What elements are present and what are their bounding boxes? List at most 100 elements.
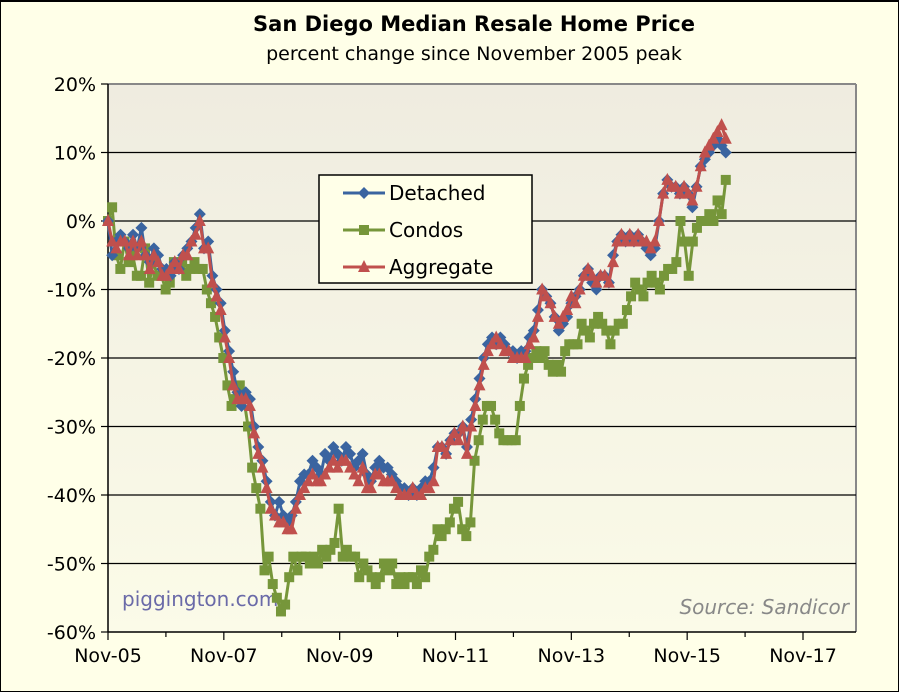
data-point-triangle [268, 508, 281, 521]
data-point-triangle [531, 309, 544, 322]
data-point-square [444, 517, 455, 528]
data-point-triangle [715, 118, 728, 131]
data-point-square [378, 558, 389, 569]
data-point-square [712, 195, 723, 206]
data-point-square [490, 414, 501, 425]
data-point-square [399, 579, 410, 590]
data-point-square [469, 455, 480, 466]
data-point-square [593, 311, 604, 322]
data-point-triangle [686, 193, 699, 206]
data-point-triangle [602, 275, 615, 288]
y-axis: 20% 10% 0% -10% -20% -30% -40% -50% -60% [47, 74, 109, 644]
data-point-triangle [652, 214, 665, 226]
data-point-triangle [561, 303, 574, 316]
source-note: Source: Sandicor [679, 595, 850, 619]
data-point-square [700, 216, 711, 226]
data-point-square [325, 544, 336, 555]
data-point-square [634, 284, 645, 295]
data-point-square [551, 359, 562, 370]
data-point-triangle [289, 501, 302, 514]
data-point-triangle [469, 398, 482, 411]
data-point-triangle [390, 481, 403, 494]
legend-label: Detached [389, 181, 485, 205]
data-point-triangle [698, 145, 711, 158]
data-point-triangle [306, 467, 319, 480]
data-point-square [691, 222, 702, 233]
data-point-triangle [648, 234, 661, 247]
data-point-square [440, 524, 451, 535]
data-point-triangle [435, 440, 448, 453]
data-point-triangle [465, 419, 478, 432]
data-point-triangle [611, 234, 624, 247]
legend-item-aggregate: Aggregate [343, 255, 493, 279]
data-point-square [391, 579, 402, 590]
data-point-square [716, 209, 727, 220]
data-point-square [626, 291, 637, 302]
data-point-triangle [494, 337, 507, 350]
data-point-triangle [118, 234, 131, 247]
data-point-square [222, 380, 233, 391]
x-tick-label: Nov-15 [653, 645, 721, 667]
data-point-square [448, 503, 459, 514]
data-point-square [580, 325, 591, 336]
data-point-square [584, 332, 595, 343]
data-point-triangle [569, 296, 582, 309]
data-point-triangle [527, 330, 540, 343]
legend: Detached Condos Aggregate [318, 174, 533, 284]
data-point-square [263, 551, 274, 562]
data-point-square [473, 435, 484, 446]
data-point-square [267, 579, 278, 590]
data-point-square [630, 277, 641, 288]
data-point-triangle [577, 268, 590, 281]
data-point-triangle [627, 234, 640, 247]
data-point-square [667, 263, 678, 274]
series-aggregate [102, 118, 732, 535]
data-point-triangle [239, 392, 252, 405]
data-point-square [539, 346, 550, 357]
data-point-square [646, 270, 657, 281]
data-point-triangle [586, 268, 599, 281]
data-point-triangle [327, 453, 340, 466]
data-point-square [683, 270, 694, 281]
data-point-triangle [519, 351, 532, 363]
data-point-square [234, 380, 245, 391]
data-point-triangle [703, 138, 716, 151]
data-point-triangle [168, 255, 181, 268]
data-point-square [160, 284, 171, 295]
data-point-triangle [427, 474, 440, 487]
data-point-triangle [206, 275, 219, 288]
legend-label: Aggregate [389, 255, 493, 279]
data-point-square [197, 263, 208, 274]
data-point-triangle [590, 275, 603, 288]
data-point-triangle [632, 227, 645, 240]
data-point-square [457, 524, 468, 535]
data-point-triangle [678, 179, 691, 192]
data-point-triangle [210, 289, 223, 302]
data-point-triangle [523, 337, 536, 350]
data-point-triangle [719, 131, 732, 144]
x-tick-label: Nov-07 [190, 645, 258, 667]
data-point-square [432, 524, 443, 535]
data-point-square [597, 318, 608, 329]
data-point-square [201, 284, 212, 295]
data-point-triangle [256, 460, 269, 473]
data-point-square [271, 592, 282, 603]
data-point-triangle [227, 378, 240, 391]
data-point-triangle [607, 255, 620, 268]
data-point-square [650, 277, 661, 288]
data-point-triangle [682, 186, 695, 199]
data-point-square [543, 359, 554, 370]
x-tick-label: Nov-05 [74, 645, 142, 667]
data-point-square [135, 270, 146, 281]
data-point-square [247, 462, 258, 473]
data-point-square [337, 551, 348, 562]
x-tick-label: Nov-11 [422, 645, 490, 667]
data-point-triangle [415, 488, 428, 500]
data-point-square [477, 414, 488, 425]
data-point-triangle [147, 248, 160, 261]
data-point-square [601, 325, 612, 336]
data-point-triangle [486, 337, 499, 350]
y-tick-label: -50% [47, 554, 96, 576]
data-point-triangle [319, 467, 332, 480]
data-point-square [341, 544, 352, 555]
